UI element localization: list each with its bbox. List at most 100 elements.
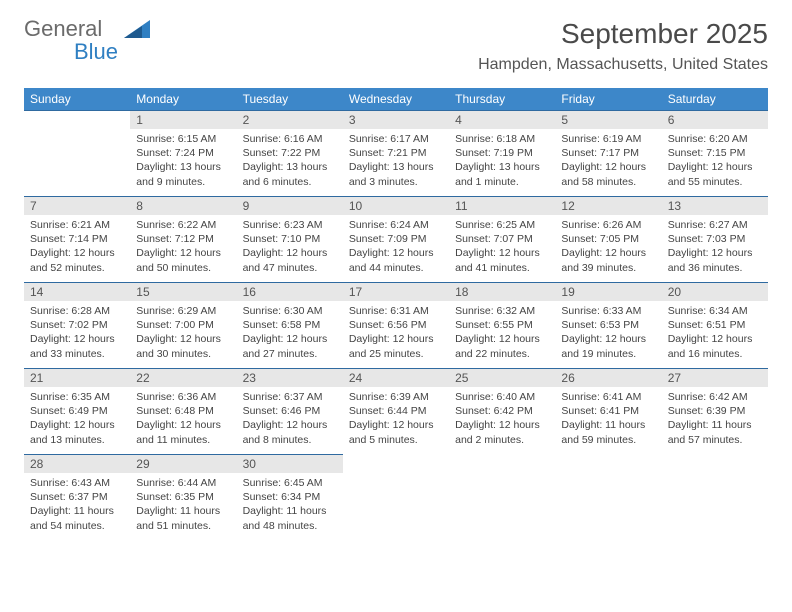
daylight-text: Daylight: 12 hours and 2 minutes.: [455, 418, 549, 446]
daylight-text: Daylight: 12 hours and 25 minutes.: [349, 332, 443, 360]
day-details: Sunrise: 6:36 AMSunset: 6:48 PMDaylight:…: [130, 387, 236, 451]
sunrise-text: Sunrise: 6:24 AM: [349, 218, 443, 232]
sunset-text: Sunset: 7:21 PM: [349, 146, 443, 160]
day-details: Sunrise: 6:16 AMSunset: 7:22 PMDaylight:…: [237, 129, 343, 193]
sunrise-text: Sunrise: 6:17 AM: [349, 132, 443, 146]
day-details: Sunrise: 6:39 AMSunset: 6:44 PMDaylight:…: [343, 387, 449, 451]
calendar-day-cell: 26Sunrise: 6:41 AMSunset: 6:41 PMDayligh…: [555, 369, 661, 455]
daylight-text: Daylight: 12 hours and 36 minutes.: [668, 246, 762, 274]
sunrise-text: Sunrise: 6:28 AM: [30, 304, 124, 318]
day-details: Sunrise: 6:30 AMSunset: 6:58 PMDaylight:…: [237, 301, 343, 365]
sunrise-text: Sunrise: 6:22 AM: [136, 218, 230, 232]
weekday-header: Tuesday: [237, 88, 343, 111]
calendar-day-cell: 3Sunrise: 6:17 AMSunset: 7:21 PMDaylight…: [343, 111, 449, 197]
calendar-day-cell: 27Sunrise: 6:42 AMSunset: 6:39 PMDayligh…: [662, 369, 768, 455]
calendar-day-cell: 30Sunrise: 6:45 AMSunset: 6:34 PMDayligh…: [237, 455, 343, 541]
sunset-text: Sunset: 7:19 PM: [455, 146, 549, 160]
sunrise-text: Sunrise: 6:15 AM: [136, 132, 230, 146]
month-title: September 2025: [478, 18, 768, 50]
calendar-day-cell: 22Sunrise: 6:36 AMSunset: 6:48 PMDayligh…: [130, 369, 236, 455]
day-number: 15: [130, 283, 236, 301]
day-details: Sunrise: 6:28 AMSunset: 7:02 PMDaylight:…: [24, 301, 130, 365]
calendar-day-cell: 16Sunrise: 6:30 AMSunset: 6:58 PMDayligh…: [237, 283, 343, 369]
sunset-text: Sunset: 7:02 PM: [30, 318, 124, 332]
day-details: Sunrise: 6:44 AMSunset: 6:35 PMDaylight:…: [130, 473, 236, 537]
calendar-day-cell: 9Sunrise: 6:23 AMSunset: 7:10 PMDaylight…: [237, 197, 343, 283]
day-details: Sunrise: 6:18 AMSunset: 7:19 PMDaylight:…: [449, 129, 555, 193]
logo-word-2: Blue: [74, 39, 118, 65]
daylight-text: Daylight: 11 hours and 54 minutes.: [30, 504, 124, 532]
day-details: Sunrise: 6:43 AMSunset: 6:37 PMDaylight:…: [24, 473, 130, 537]
day-details: Sunrise: 6:21 AMSunset: 7:14 PMDaylight:…: [24, 215, 130, 279]
day-number: 21: [24, 369, 130, 387]
day-number: 30: [237, 455, 343, 473]
day-number: 5: [555, 111, 661, 129]
calendar-day-cell: [662, 455, 768, 541]
day-details: Sunrise: 6:25 AMSunset: 7:07 PMDaylight:…: [449, 215, 555, 279]
day-details: Sunrise: 6:31 AMSunset: 6:56 PMDaylight:…: [343, 301, 449, 365]
weekday-header: Monday: [130, 88, 236, 111]
sunrise-text: Sunrise: 6:40 AM: [455, 390, 549, 404]
calendar-week-row: 21Sunrise: 6:35 AMSunset: 6:49 PMDayligh…: [24, 369, 768, 455]
daylight-text: Daylight: 12 hours and 33 minutes.: [30, 332, 124, 360]
daylight-text: Daylight: 13 hours and 1 minute.: [455, 160, 549, 188]
day-details: Sunrise: 6:23 AMSunset: 7:10 PMDaylight:…: [237, 215, 343, 279]
sunset-text: Sunset: 6:35 PM: [136, 490, 230, 504]
sunset-text: Sunset: 6:48 PM: [136, 404, 230, 418]
daylight-text: Daylight: 11 hours and 51 minutes.: [136, 504, 230, 532]
sunrise-text: Sunrise: 6:35 AM: [30, 390, 124, 404]
calendar-day-cell: 10Sunrise: 6:24 AMSunset: 7:09 PMDayligh…: [343, 197, 449, 283]
calendar-day-cell: 11Sunrise: 6:25 AMSunset: 7:07 PMDayligh…: [449, 197, 555, 283]
sunset-text: Sunset: 7:12 PM: [136, 232, 230, 246]
day-number: 11: [449, 197, 555, 215]
calendar-day-cell: 2Sunrise: 6:16 AMSunset: 7:22 PMDaylight…: [237, 111, 343, 197]
sunset-text: Sunset: 7:00 PM: [136, 318, 230, 332]
day-number: 28: [24, 455, 130, 473]
day-number: 2: [237, 111, 343, 129]
daylight-text: Daylight: 12 hours and 27 minutes.: [243, 332, 337, 360]
sunset-text: Sunset: 7:05 PM: [561, 232, 655, 246]
weekday-header: Sunday: [24, 88, 130, 111]
day-number: 18: [449, 283, 555, 301]
weekday-header: Wednesday: [343, 88, 449, 111]
day-details: Sunrise: 6:17 AMSunset: 7:21 PMDaylight:…: [343, 129, 449, 193]
daylight-text: Daylight: 12 hours and 13 minutes.: [30, 418, 124, 446]
calendar-day-cell: [343, 455, 449, 541]
sunset-text: Sunset: 7:17 PM: [561, 146, 655, 160]
calendar-day-cell: 19Sunrise: 6:33 AMSunset: 6:53 PMDayligh…: [555, 283, 661, 369]
sunset-text: Sunset: 7:14 PM: [30, 232, 124, 246]
daylight-text: Daylight: 13 hours and 6 minutes.: [243, 160, 337, 188]
daylight-text: Daylight: 11 hours and 57 minutes.: [668, 418, 762, 446]
calendar-day-cell: [449, 455, 555, 541]
sunset-text: Sunset: 7:24 PM: [136, 146, 230, 160]
sunrise-text: Sunrise: 6:43 AM: [30, 476, 124, 490]
brand-logo: General Blue: [24, 18, 150, 65]
day-number: 26: [555, 369, 661, 387]
day-details: Sunrise: 6:35 AMSunset: 6:49 PMDaylight:…: [24, 387, 130, 451]
sunrise-text: Sunrise: 6:18 AM: [455, 132, 549, 146]
day-number: 24: [343, 369, 449, 387]
calendar-day-cell: 21Sunrise: 6:35 AMSunset: 6:49 PMDayligh…: [24, 369, 130, 455]
sunrise-text: Sunrise: 6:29 AM: [136, 304, 230, 318]
calendar-day-cell: 23Sunrise: 6:37 AMSunset: 6:46 PMDayligh…: [237, 369, 343, 455]
sunrise-text: Sunrise: 6:20 AM: [668, 132, 762, 146]
day-number: 14: [24, 283, 130, 301]
sunset-text: Sunset: 6:58 PM: [243, 318, 337, 332]
logo-triangle-icon: [124, 20, 150, 42]
day-number: 22: [130, 369, 236, 387]
sunrise-text: Sunrise: 6:21 AM: [30, 218, 124, 232]
day-number: 6: [662, 111, 768, 129]
daylight-text: Daylight: 12 hours and 11 minutes.: [136, 418, 230, 446]
daylight-text: Daylight: 12 hours and 58 minutes.: [561, 160, 655, 188]
day-number: 20: [662, 283, 768, 301]
sunset-text: Sunset: 6:46 PM: [243, 404, 337, 418]
daylight-text: Daylight: 12 hours and 39 minutes.: [561, 246, 655, 274]
day-details: Sunrise: 6:20 AMSunset: 7:15 PMDaylight:…: [662, 129, 768, 193]
calendar-day-cell: 4Sunrise: 6:18 AMSunset: 7:19 PMDaylight…: [449, 111, 555, 197]
day-details: Sunrise: 6:26 AMSunset: 7:05 PMDaylight:…: [555, 215, 661, 279]
day-number: 7: [24, 197, 130, 215]
daylight-text: Daylight: 12 hours and 5 minutes.: [349, 418, 443, 446]
weekday-header: Saturday: [662, 88, 768, 111]
day-details: Sunrise: 6:22 AMSunset: 7:12 PMDaylight:…: [130, 215, 236, 279]
daylight-text: Daylight: 12 hours and 41 minutes.: [455, 246, 549, 274]
